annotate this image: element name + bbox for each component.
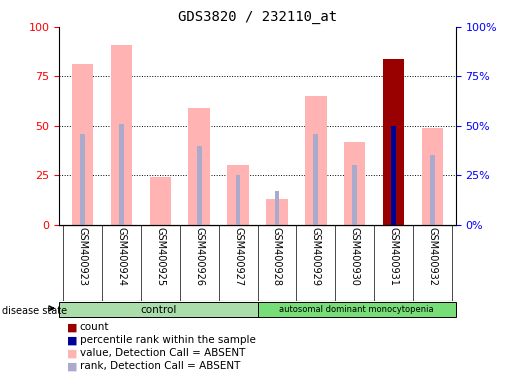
- Text: GDS3820 / 232110_at: GDS3820 / 232110_at: [178, 10, 337, 23]
- Bar: [119, 124, 124, 225]
- Bar: [258, 302, 456, 317]
- Bar: [314, 134, 318, 225]
- Text: ■: ■: [67, 348, 77, 358]
- Text: percentile rank within the sample: percentile rank within the sample: [80, 335, 256, 345]
- Text: disease state: disease state: [2, 306, 66, 316]
- Bar: [236, 175, 241, 225]
- Text: GSM400928: GSM400928: [272, 227, 282, 286]
- Bar: [274, 191, 279, 225]
- Text: GSM400925: GSM400925: [156, 227, 165, 286]
- Bar: [422, 128, 443, 225]
- Bar: [188, 108, 210, 225]
- Text: GSM400924: GSM400924: [116, 227, 126, 286]
- Text: ■: ■: [67, 322, 77, 332]
- Bar: [150, 177, 171, 225]
- Bar: [352, 166, 357, 225]
- Text: ■: ■: [67, 335, 77, 345]
- Text: autosomal dominant monocytopenia: autosomal dominant monocytopenia: [279, 305, 434, 314]
- Bar: [197, 146, 201, 225]
- Text: GSM400929: GSM400929: [311, 227, 321, 286]
- Bar: [266, 199, 288, 225]
- Bar: [227, 166, 249, 225]
- Text: GSM400926: GSM400926: [194, 227, 204, 286]
- Bar: [59, 302, 258, 317]
- Text: control: control: [140, 305, 177, 314]
- Text: rank, Detection Call = ABSENT: rank, Detection Call = ABSENT: [80, 361, 240, 371]
- Bar: [391, 126, 396, 225]
- Bar: [383, 58, 404, 225]
- Text: count: count: [80, 322, 109, 332]
- Bar: [430, 156, 435, 225]
- Text: GSM400927: GSM400927: [233, 227, 243, 286]
- Text: GSM400931: GSM400931: [389, 227, 399, 286]
- Text: value, Detection Call = ABSENT: value, Detection Call = ABSENT: [80, 348, 245, 358]
- Text: ■: ■: [67, 361, 77, 371]
- Bar: [344, 142, 365, 225]
- Bar: [111, 45, 132, 225]
- Bar: [72, 65, 93, 225]
- Text: GSM400930: GSM400930: [350, 227, 359, 286]
- Bar: [305, 96, 327, 225]
- Text: GSM400932: GSM400932: [427, 227, 437, 286]
- Text: GSM400923: GSM400923: [78, 227, 88, 286]
- Bar: [80, 134, 85, 225]
